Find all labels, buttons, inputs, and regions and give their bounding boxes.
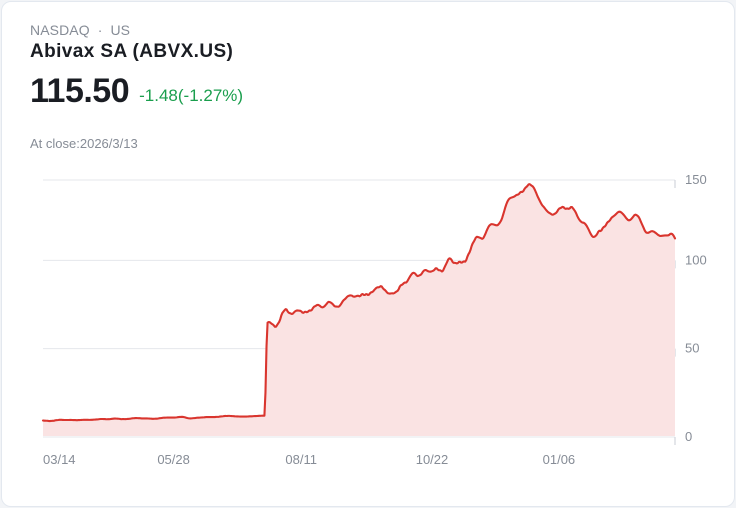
svg-text:05/28: 05/28 [157,452,190,467]
svg-text:01/06: 01/06 [543,452,576,467]
svg-text:03/14: 03/14 [43,452,76,467]
svg-text:50: 50 [685,341,699,356]
svg-text:08/11: 08/11 [285,452,317,467]
svg-text:0: 0 [685,429,692,444]
svg-text:150: 150 [685,172,707,187]
svg-text:10/22: 10/22 [416,452,449,467]
svg-text:100: 100 [685,252,707,267]
